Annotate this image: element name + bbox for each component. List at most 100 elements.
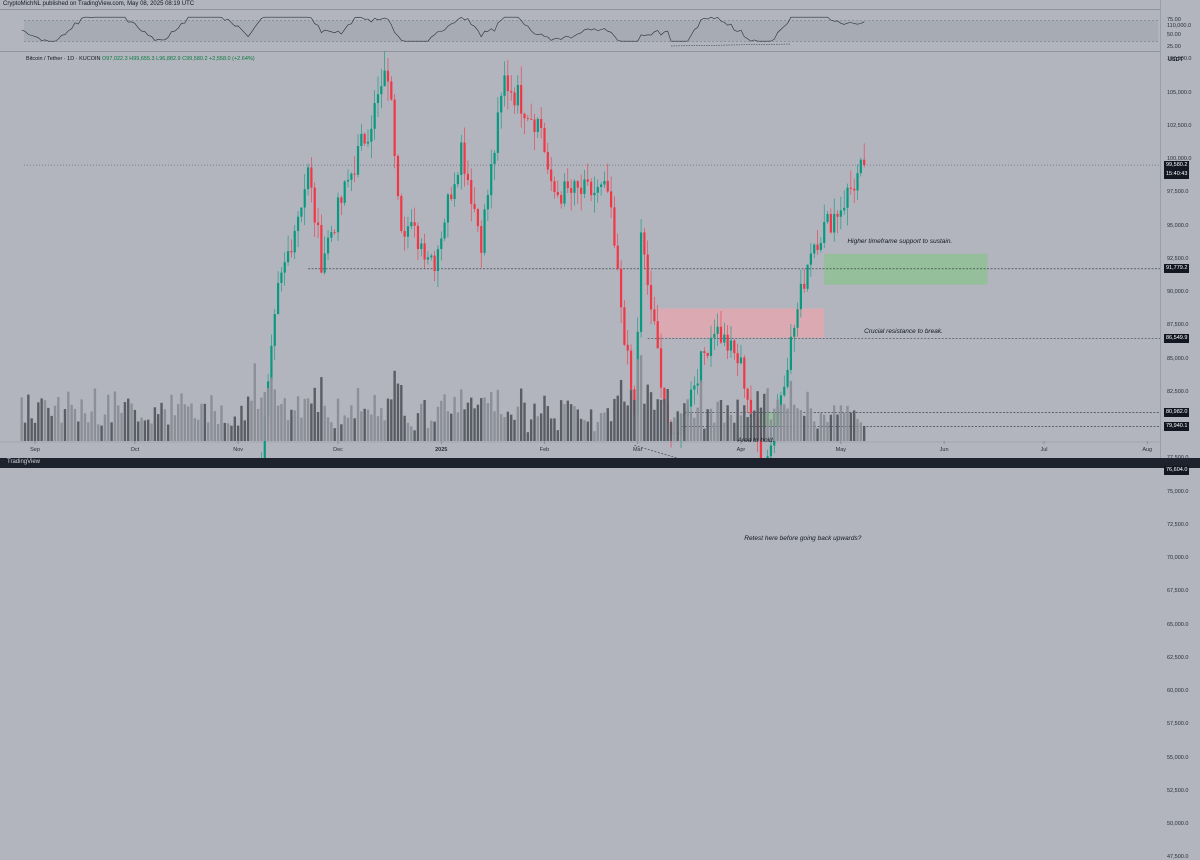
candle-body xyxy=(376,94,380,104)
volume-bar xyxy=(360,411,363,441)
volume-bar xyxy=(20,397,23,441)
candle-body xyxy=(530,118,533,120)
candle-body xyxy=(759,440,763,467)
volume-bar xyxy=(67,391,70,441)
x-tick-label: Dec xyxy=(333,447,343,453)
volume-bar xyxy=(526,432,530,441)
volume-bar xyxy=(766,388,769,441)
candle-body xyxy=(286,251,290,263)
volume-bar xyxy=(383,420,386,441)
candle-body xyxy=(476,208,479,227)
y-tick-label: 72,500.0 xyxy=(1167,521,1189,528)
candle-body xyxy=(403,231,406,237)
price-chart[interactable] xyxy=(0,0,1200,468)
candle-body xyxy=(413,222,416,226)
candle-body xyxy=(749,399,753,414)
y-tick-label: 95,000.0 xyxy=(1167,222,1189,229)
volume-bar xyxy=(343,415,346,441)
candle-body xyxy=(643,232,646,255)
volume-bar xyxy=(799,409,803,441)
candle-body xyxy=(393,99,396,156)
candle-body xyxy=(799,283,802,310)
candle-body xyxy=(313,187,316,223)
candle-body xyxy=(609,191,613,208)
volume-bar xyxy=(180,393,183,441)
candle-body xyxy=(570,188,573,193)
volume-bar xyxy=(366,409,370,441)
volume-bar xyxy=(513,419,516,441)
price-badge: 91,779.2 xyxy=(1164,264,1190,274)
y-tick-label: 97,500.0 xyxy=(1167,189,1189,196)
price-axis[interactable] xyxy=(1160,0,1200,460)
candle-body xyxy=(500,95,503,113)
y-tick-label: 110,000.0 xyxy=(1167,23,1192,29)
volume-bar xyxy=(579,418,583,441)
candle-body xyxy=(553,181,556,192)
candle-body xyxy=(693,385,696,390)
candle-body xyxy=(819,242,822,250)
candle-body xyxy=(706,353,709,356)
volume-bar xyxy=(346,417,350,441)
volume-bar xyxy=(73,408,77,441)
candle-body xyxy=(303,189,306,208)
candle-body xyxy=(816,244,819,250)
candle-body xyxy=(293,230,296,253)
candle-body xyxy=(453,184,456,199)
candle-body xyxy=(443,222,446,239)
volume-bar xyxy=(390,399,393,441)
volume-bar xyxy=(110,422,113,441)
volume-bar xyxy=(856,418,859,441)
candle-body xyxy=(516,84,519,106)
x-tick-label: Oct xyxy=(130,447,140,453)
candle-body xyxy=(696,383,699,386)
candle-body xyxy=(616,245,619,269)
volume-bar xyxy=(270,377,273,441)
volume-bar xyxy=(773,408,776,441)
volume-bar xyxy=(37,402,40,441)
candle-body xyxy=(576,181,579,188)
volume-bar xyxy=(483,397,486,441)
tradingview-logo[interactable]: TradingView xyxy=(7,459,41,465)
y-tick-label: 85,000.0 xyxy=(1167,355,1189,362)
volume-bar xyxy=(823,414,826,441)
candle-body xyxy=(793,327,796,337)
candle-body xyxy=(859,159,862,174)
candle-body xyxy=(746,388,749,400)
volume-bar xyxy=(776,399,779,441)
volume-bar xyxy=(756,391,759,441)
volume-bar xyxy=(616,395,619,441)
y-tick-label: 57,500.0 xyxy=(1167,721,1189,728)
volume-bar xyxy=(23,422,27,441)
volume-bar xyxy=(30,418,33,441)
candle-body xyxy=(743,357,746,389)
volume-bar xyxy=(376,416,380,441)
volume-bar xyxy=(143,420,147,441)
volume-bar xyxy=(263,391,266,441)
y-tick-label: 82,500.0 xyxy=(1167,388,1189,395)
volume-bar xyxy=(473,408,476,441)
volume-bar xyxy=(286,420,290,441)
volume-bar xyxy=(250,400,253,441)
candle-body xyxy=(566,181,569,189)
volume-bar xyxy=(210,395,213,441)
volume-bar xyxy=(733,422,736,441)
volume-bar xyxy=(789,380,793,441)
volume-bar xyxy=(536,416,540,441)
candle-body xyxy=(463,142,466,174)
currency-unit[interactable]: USDT xyxy=(1168,57,1183,63)
volume-bar xyxy=(689,411,693,441)
candle-body xyxy=(426,257,430,260)
symbol-ohlc: Bitcoin / Tether · 1D · KUCOIN O97,022.3… xyxy=(26,56,255,62)
candle-body xyxy=(769,445,773,457)
y-tick-label: 67,500.0 xyxy=(1167,588,1189,595)
volume-bar xyxy=(763,393,766,441)
volume-bar xyxy=(829,414,833,441)
zone-resistance xyxy=(657,308,825,338)
volume-bar xyxy=(696,407,699,441)
candle-body xyxy=(813,244,816,254)
volume-bar xyxy=(300,417,303,441)
volume-bar xyxy=(176,403,180,441)
volume-bar xyxy=(470,397,473,441)
pane-divider-rsi xyxy=(0,51,1160,52)
volume-bar xyxy=(127,398,130,441)
